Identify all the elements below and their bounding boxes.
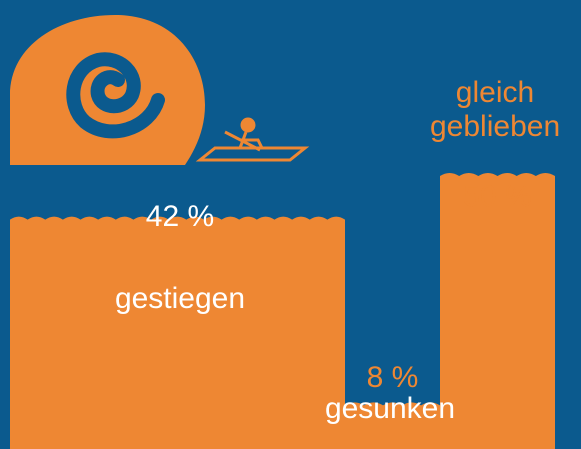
value-label: 42 %: [100, 200, 260, 234]
boat: [200, 119, 305, 160]
value-label: 50 %: [440, 180, 555, 214]
bar: [10, 217, 345, 449]
category-label: gestiegen: [80, 282, 280, 316]
category-label: gesunken: [300, 392, 480, 426]
value-label: 8 %: [345, 361, 440, 395]
chart: [0, 0, 581, 449]
page: 42 % gestiegen 8 %gesunken 50 % gleich gebli…: [0, 0, 581, 449]
category-label: gleich geblieben: [430, 76, 560, 144]
